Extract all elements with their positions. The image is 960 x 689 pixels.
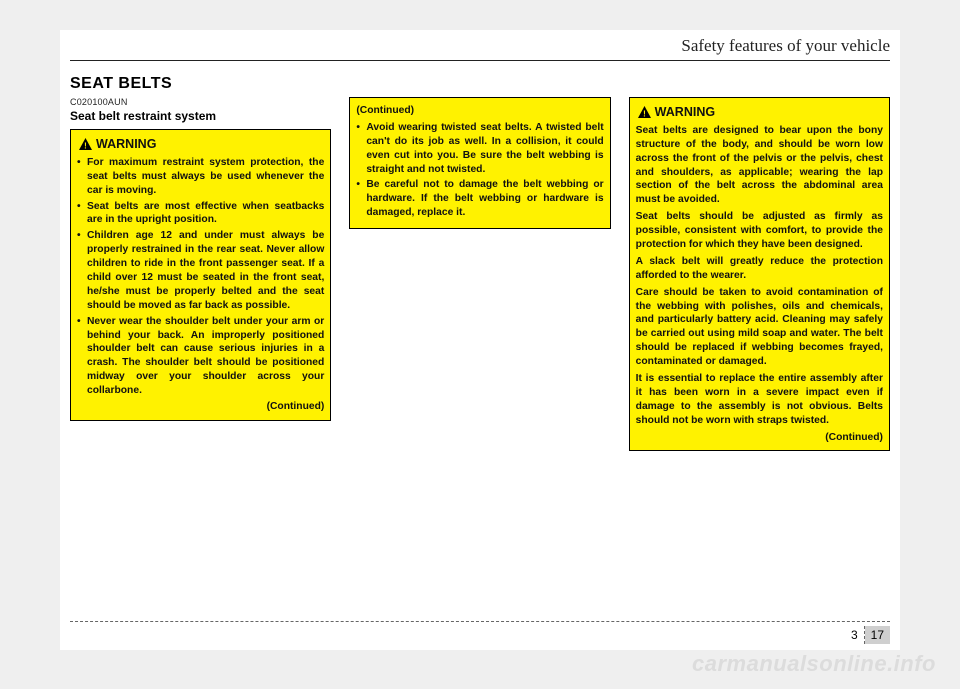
page-number: 3 17 xyxy=(847,626,890,644)
continued-label: (Continued) xyxy=(77,400,324,414)
continued-item: Be careful not to damage the belt webbin… xyxy=(356,178,603,220)
warning-icon: ! xyxy=(79,138,92,150)
continued-box: (Continued) Avoid wearing twisted seat b… xyxy=(349,97,610,229)
doc-code: C020100AUN xyxy=(70,97,331,107)
column-right: ! WARNING Seat belts are designed to bea… xyxy=(629,97,890,451)
warning-1-list: For maximum restraint system protection,… xyxy=(77,156,324,398)
warning-title-text: WARNING xyxy=(96,136,156,153)
warning-icon: ! xyxy=(638,106,651,118)
continued-title: (Continued) xyxy=(356,104,603,118)
warning-box-2: ! WARNING Seat belts are designed to bea… xyxy=(629,97,890,451)
page: Safety features of your vehicle SEAT BEL… xyxy=(60,30,900,650)
warning-2-para: Seat belts are designed to bear upon the… xyxy=(636,124,883,207)
svg-text:!: ! xyxy=(84,142,87,151)
warning-box-1: ! WARNING For maximum restraint system p… xyxy=(70,129,331,421)
warning-1-item: Never wear the shoulder belt under your … xyxy=(77,315,324,398)
page-number-page: 17 xyxy=(865,626,890,644)
warning-2-para: A slack belt will greatly reduce the pro… xyxy=(636,255,883,283)
warning-2-para: Seat belts should be adjusted as firmly … xyxy=(636,210,883,252)
warning-title-2: ! WARNING xyxy=(638,104,883,121)
warning-1-item: Children age 12 and under must always be… xyxy=(77,229,324,312)
warning-2-para: Care should be taken to avoid contaminat… xyxy=(636,286,883,369)
continued-list: Avoid wearing twisted seat belts. A twis… xyxy=(356,121,603,220)
watermark: carmanualsonline.info xyxy=(692,651,936,677)
column-left: C020100AUN Seat belt restraint system ! … xyxy=(70,97,331,451)
chapter-title: Safety features of your vehicle xyxy=(60,30,900,56)
warning-1-item: For maximum restraint system protection,… xyxy=(77,156,324,198)
continued-item: Avoid wearing twisted seat belts. A twis… xyxy=(356,121,603,177)
continued-label: (Continued) xyxy=(636,431,883,445)
warning-2-para: It is essential to replace the entire as… xyxy=(636,372,883,428)
warning-title-text: WARNING xyxy=(655,104,715,121)
svg-text:!: ! xyxy=(643,110,646,119)
footer-rule xyxy=(70,621,890,622)
section-title: SEAT BELTS xyxy=(60,61,900,97)
warning-title-1: ! WARNING xyxy=(79,136,324,153)
subheading: Seat belt restraint system xyxy=(70,109,331,123)
column-middle: (Continued) Avoid wearing twisted seat b… xyxy=(349,97,610,451)
page-number-chapter: 3 xyxy=(847,626,865,644)
columns: C020100AUN Seat belt restraint system ! … xyxy=(60,97,900,451)
warning-1-item: Seat belts are most effective when seatb… xyxy=(77,200,324,228)
